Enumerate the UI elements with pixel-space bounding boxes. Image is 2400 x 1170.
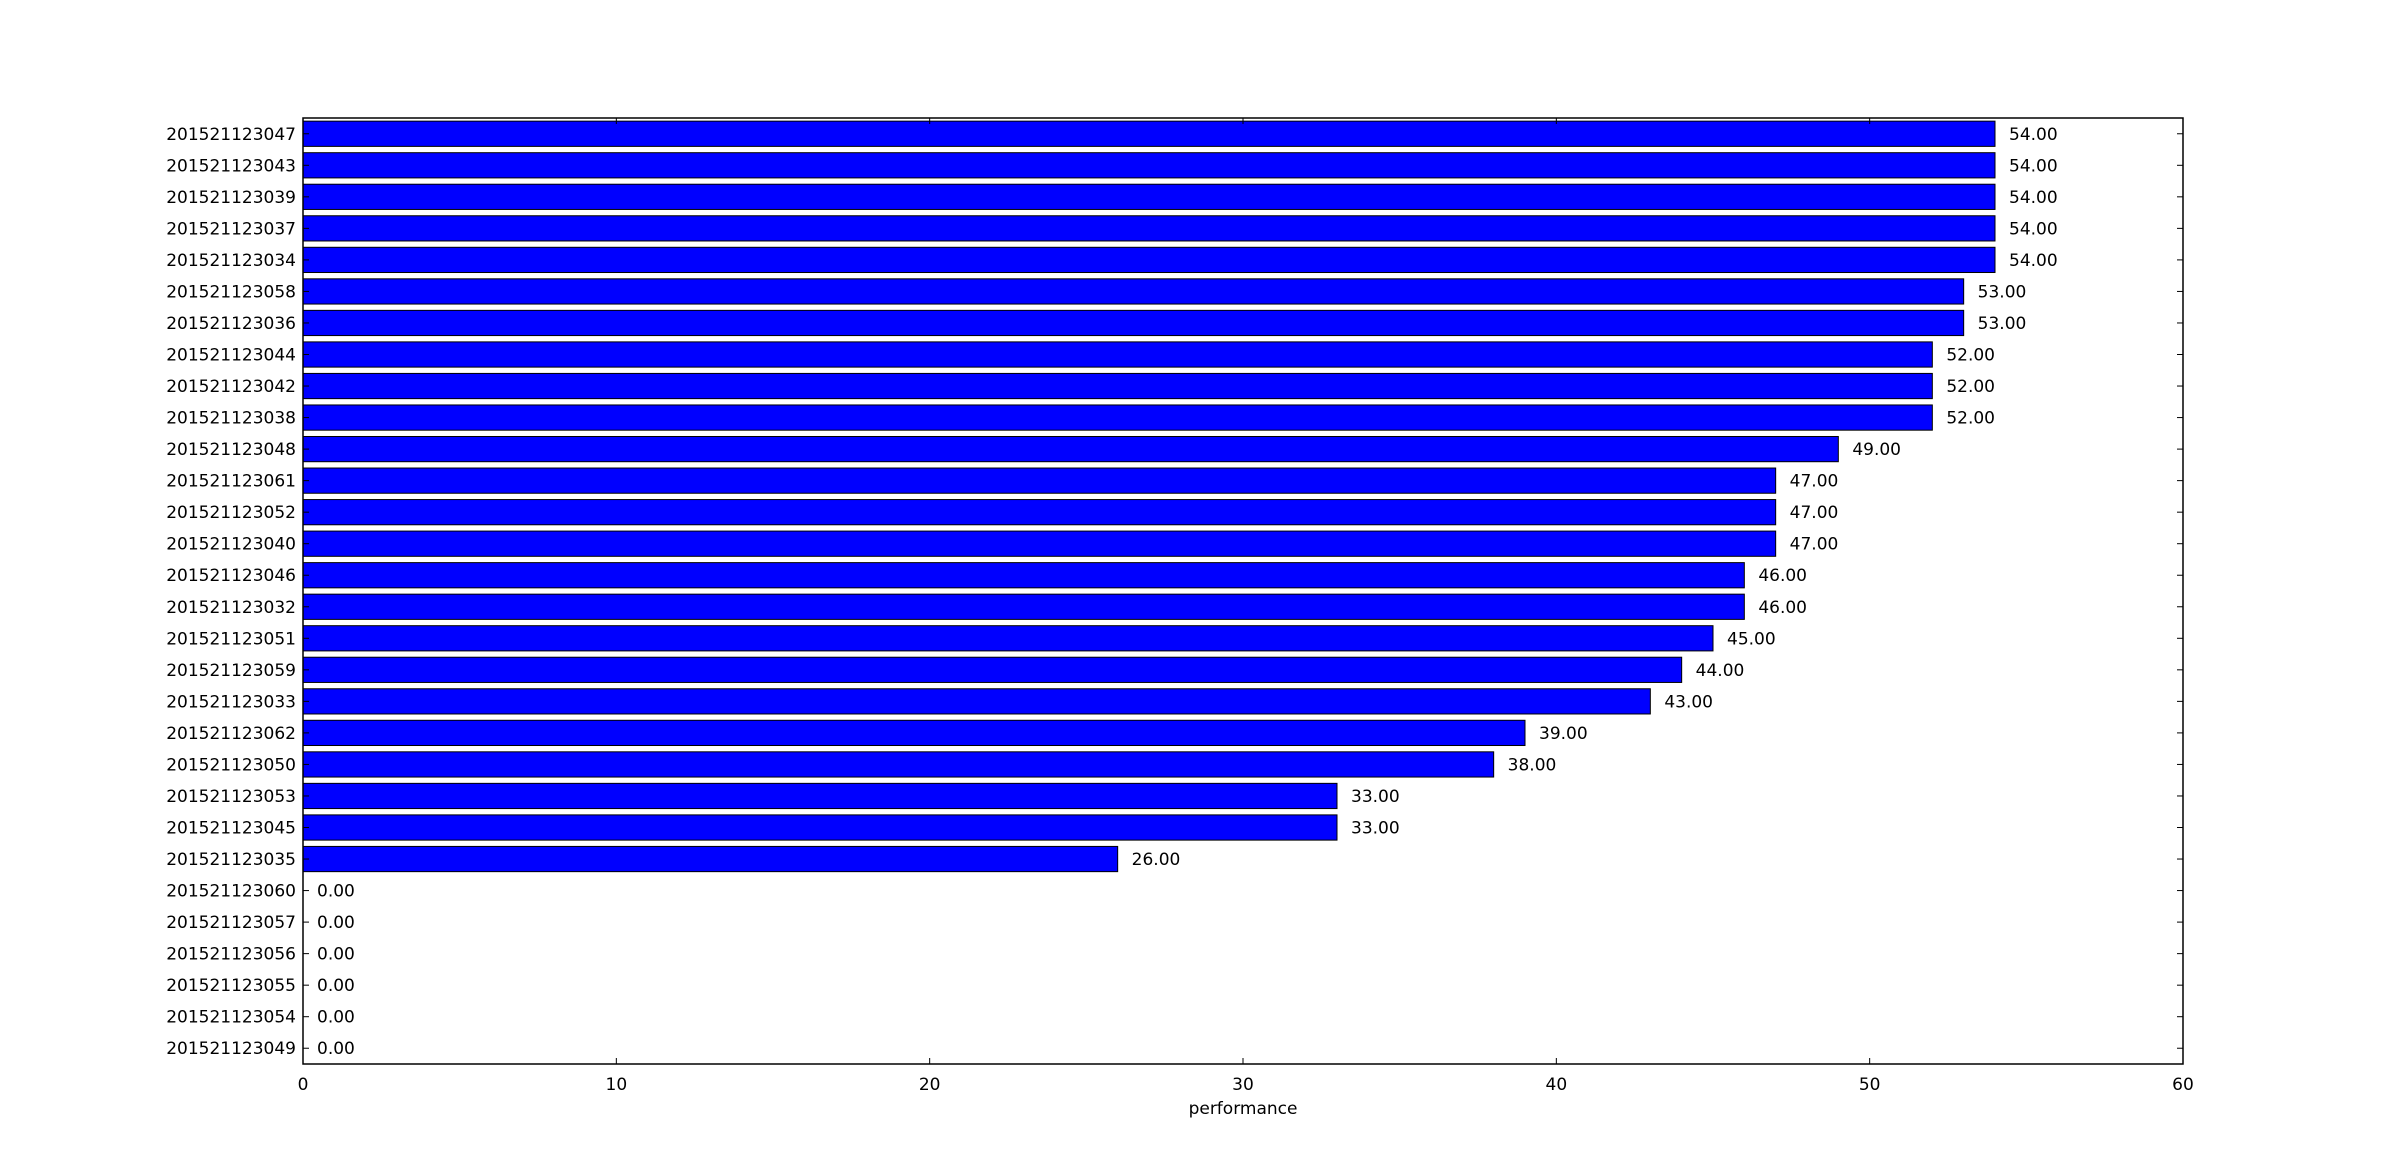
bar: [302, 530, 1777, 557]
value-label: 33.00: [1351, 787, 1400, 807]
value-label: 54.00: [2009, 125, 2058, 145]
value-label: 0.00: [317, 1008, 355, 1028]
value-labels-group: 54.00 54.00 54.00 54.00 54.00 53.00 53.00 52.00…: [317, 125, 2058, 1059]
value-label: 43.00: [1664, 692, 1713, 712]
y-tick-label: 201521123048: [166, 440, 296, 460]
y-tick-label: 201521123057: [166, 913, 296, 933]
y-tick-label: 201521123040: [166, 535, 296, 555]
value-label: 52.00: [1946, 346, 1995, 366]
value-label: 33.00: [1351, 819, 1400, 839]
x-tick-label: 60: [2172, 1075, 2194, 1095]
y-tick-label: 201521123035: [166, 850, 296, 870]
x-tick-label: 30: [1232, 1075, 1254, 1095]
value-label: 44.00: [1696, 661, 1745, 681]
x-axis: 0 10 20 30 40 50 60: [298, 118, 2194, 1095]
value-label: 0.00: [317, 913, 355, 933]
value-label: 52.00: [1946, 377, 1995, 397]
value-label: 39.00: [1539, 724, 1588, 744]
bar: [302, 814, 1338, 841]
bar: [302, 309, 1965, 337]
bar: [302, 467, 1777, 494]
y-tick-label: 201521123044: [166, 346, 296, 366]
bar: [302, 562, 1745, 589]
bar: [302, 625, 1714, 652]
value-label: 54.00: [2009, 188, 2058, 208]
x-tick-label: 10: [606, 1075, 628, 1095]
y-tick-label: 201521123055: [166, 976, 296, 996]
value-label: 54.00: [2009, 251, 2058, 271]
value-label: 53.00: [1978, 314, 2027, 334]
bar: [302, 719, 1526, 747]
value-label: 54.00: [2009, 219, 2058, 239]
bar: [302, 688, 1651, 715]
x-tick-label: 0: [298, 1075, 309, 1095]
y-tick-label: 201521123033: [166, 692, 296, 712]
bars-group: [302, 120, 1996, 873]
value-label: 54.00: [2009, 156, 2058, 176]
bar: [302, 845, 1119, 873]
y-axis: 201521123047 201521123043 201521123039 2015…: [166, 125, 2183, 1059]
bar: [302, 499, 1777, 526]
y-tick-label: 201521123052: [166, 503, 296, 523]
bar: [302, 372, 1933, 400]
y-tick-label: 201521123032: [166, 598, 296, 618]
y-tick-label: 201521123056: [166, 945, 296, 965]
bar: [302, 341, 1933, 368]
value-label: 49.00: [1852, 440, 1901, 460]
y-tick-label: 201521123036: [166, 314, 296, 334]
bar: [302, 120, 1996, 147]
y-tick-label: 201521123037: [166, 219, 296, 239]
bar: [302, 782, 1338, 810]
y-tick-label: 201521123054: [166, 1008, 296, 1028]
y-tick-label: 201521123038: [166, 409, 296, 429]
value-label: 46.00: [1758, 598, 1807, 618]
value-label: 0.00: [317, 976, 355, 996]
plot-frame: [302, 117, 2184, 1065]
y-tick-label: 201521123050: [166, 755, 296, 775]
value-label: 0.00: [317, 945, 355, 965]
value-label: 0.00: [317, 882, 355, 902]
y-tick-label: 201521123060: [166, 882, 296, 902]
y-tick-label: 201521123062: [166, 724, 296, 744]
bar: [302, 435, 1839, 463]
x-axis-label: performance: [1189, 1099, 1298, 1119]
bar: [302, 751, 1495, 778]
x-tick-label: 40: [1546, 1075, 1568, 1095]
y-tick-label: 201521123046: [166, 566, 296, 586]
y-tick-label: 201521123051: [166, 629, 296, 649]
value-label: 52.00: [1946, 409, 1995, 429]
value-label: 47.00: [1790, 535, 1839, 555]
value-label: 45.00: [1727, 629, 1776, 649]
bar: [302, 278, 1965, 305]
bar: [302, 404, 1933, 431]
y-tick-label: 201521123061: [166, 472, 296, 492]
y-tick-label: 201521123034: [166, 251, 296, 271]
value-label: 47.00: [1790, 503, 1839, 523]
y-tick-label: 201521123039: [166, 188, 296, 208]
x-tick-label: 50: [1859, 1075, 1881, 1095]
y-tick-label: 201521123059: [166, 661, 296, 681]
y-tick-label: 201521123045: [166, 819, 296, 839]
value-label: 38.00: [1508, 755, 1557, 775]
bar: [302, 152, 1996, 179]
y-tick-label: 201521123043: [166, 156, 296, 176]
bar: [302, 246, 1996, 274]
y-tick-label: 201521123049: [166, 1039, 296, 1059]
y-tick-label: 201521123042: [166, 377, 296, 397]
bar: [302, 593, 1745, 620]
y-tick-label: 201521123047: [166, 125, 296, 145]
value-label: 47.00: [1790, 472, 1839, 492]
value-label: 26.00: [1132, 850, 1181, 870]
y-tick-label: 201521123058: [166, 282, 296, 302]
value-label: 53.00: [1978, 282, 2027, 302]
value-label: 46.00: [1758, 566, 1807, 586]
y-tick-label: 201521123053: [166, 787, 296, 807]
bar: [302, 215, 1996, 242]
bar: [302, 656, 1683, 683]
value-label: 0.00: [317, 1039, 355, 1059]
bar: [302, 183, 1996, 210]
x-tick-label: 20: [919, 1075, 941, 1095]
